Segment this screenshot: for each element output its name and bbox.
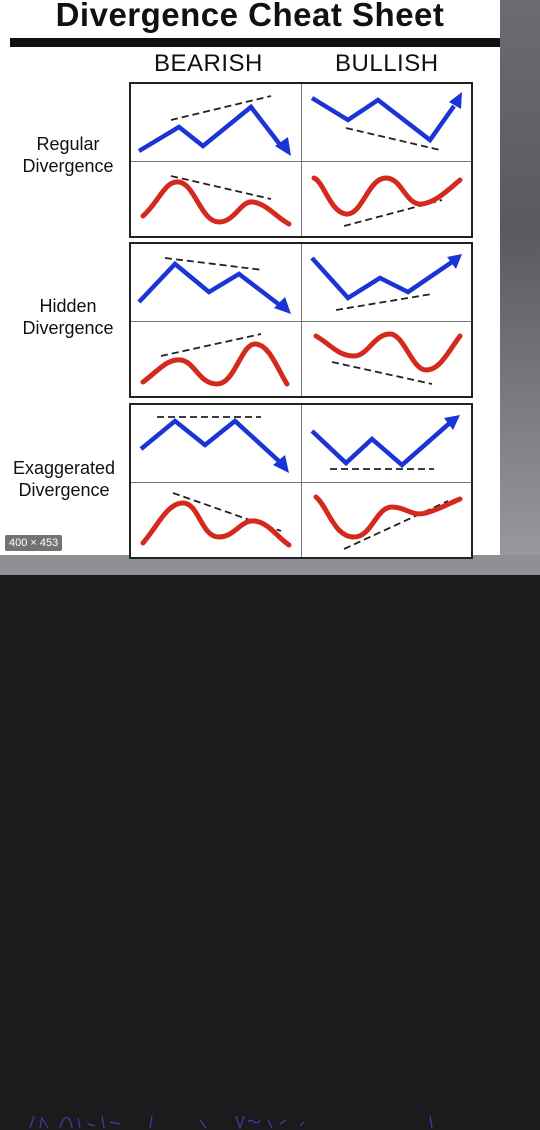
arrow-head	[447, 254, 462, 269]
row-label-line: Exaggerated	[12, 458, 116, 478]
bearish-hidden-oscillator-chart	[140, 333, 290, 387]
bearish-exaggerated-oscillator-chart	[140, 492, 292, 548]
grid-exaggerated-divergence	[129, 403, 473, 559]
row-label-hidden: Hidden Divergence	[0, 295, 136, 339]
trendline-dashed	[335, 293, 433, 311]
oscillator-line	[313, 494, 463, 540]
arrow-head	[274, 297, 291, 314]
price-line	[310, 96, 456, 144]
price-line	[137, 103, 283, 153]
oscillator-line	[311, 175, 463, 217]
bullish-regular-oscillator-chart	[311, 175, 463, 227]
price-line	[137, 260, 283, 308]
row-label-line: Hidden	[39, 296, 97, 316]
trendline-dashed	[160, 333, 262, 357]
grid-regular-divergence	[129, 82, 473, 238]
bearish-hidden-price-chart	[137, 257, 291, 314]
arrow-head	[449, 92, 462, 109]
bullish-exaggerated-oscillator-chart	[313, 494, 463, 550]
grid-divider	[301, 84, 302, 236]
bearish-regular-oscillator-chart	[140, 175, 292, 227]
bearish-exaggerated-price-chart	[139, 416, 289, 473]
bullish-exaggerated-price-chart	[310, 415, 460, 470]
trendline-dashed	[170, 95, 272, 121]
bullish-hidden-price-chart	[310, 254, 462, 311]
handwriting-scribble	[29, 1115, 433, 1130]
cheat-sheet: Divergence Cheat Sheet BEARISH BULLISH R…	[0, 0, 500, 559]
trendline-dashed	[331, 361, 433, 385]
price-line	[310, 419, 454, 468]
trendline-dashed	[172, 492, 282, 532]
row-label-regular: Regular Divergence	[0, 133, 136, 177]
grid-divider	[131, 161, 471, 162]
column-header-bearish: BEARISH	[154, 50, 263, 77]
trendline-dashed	[164, 257, 264, 271]
arrow-head	[275, 137, 291, 156]
oscillator-line	[313, 331, 463, 373]
bullish-hidden-oscillator-chart	[313, 331, 463, 385]
bearish-regular-price-chart	[137, 95, 291, 156]
grid-divider	[301, 405, 302, 557]
row-label-line: Divergence	[18, 480, 110, 500]
price-line	[139, 418, 283, 465]
bullish-regular-price-chart	[310, 92, 462, 151]
image-size-badge: 400 × 453	[5, 535, 63, 551]
grid-divider	[131, 482, 471, 483]
grid-divider	[131, 321, 471, 322]
oscillator-line	[140, 341, 290, 387]
title-underline-bar	[10, 38, 500, 47]
oscillator-line	[140, 179, 292, 227]
arrow-head	[444, 415, 460, 430]
background-panel	[500, 0, 540, 575]
trendline-dashed	[345, 127, 441, 151]
trendline-dashed	[170, 175, 272, 200]
trendline-dashed	[343, 500, 449, 550]
grid-hidden-divergence	[129, 242, 473, 398]
price-line	[310, 256, 454, 301]
row-label-line: Divergence	[22, 156, 114, 176]
page-title: Divergence Cheat Sheet	[55, 0, 445, 33]
row-label-line: Regular	[36, 134, 100, 154]
row-label-exaggerated: Exaggerated Divergence	[2, 457, 126, 501]
oscillator-line	[140, 500, 292, 548]
row-label-line: Divergence	[22, 318, 114, 338]
arrow-head	[273, 455, 289, 473]
trendline-dashed	[343, 199, 443, 227]
grid-divider	[301, 244, 302, 396]
column-header-bullish: BULLISH	[335, 50, 439, 77]
